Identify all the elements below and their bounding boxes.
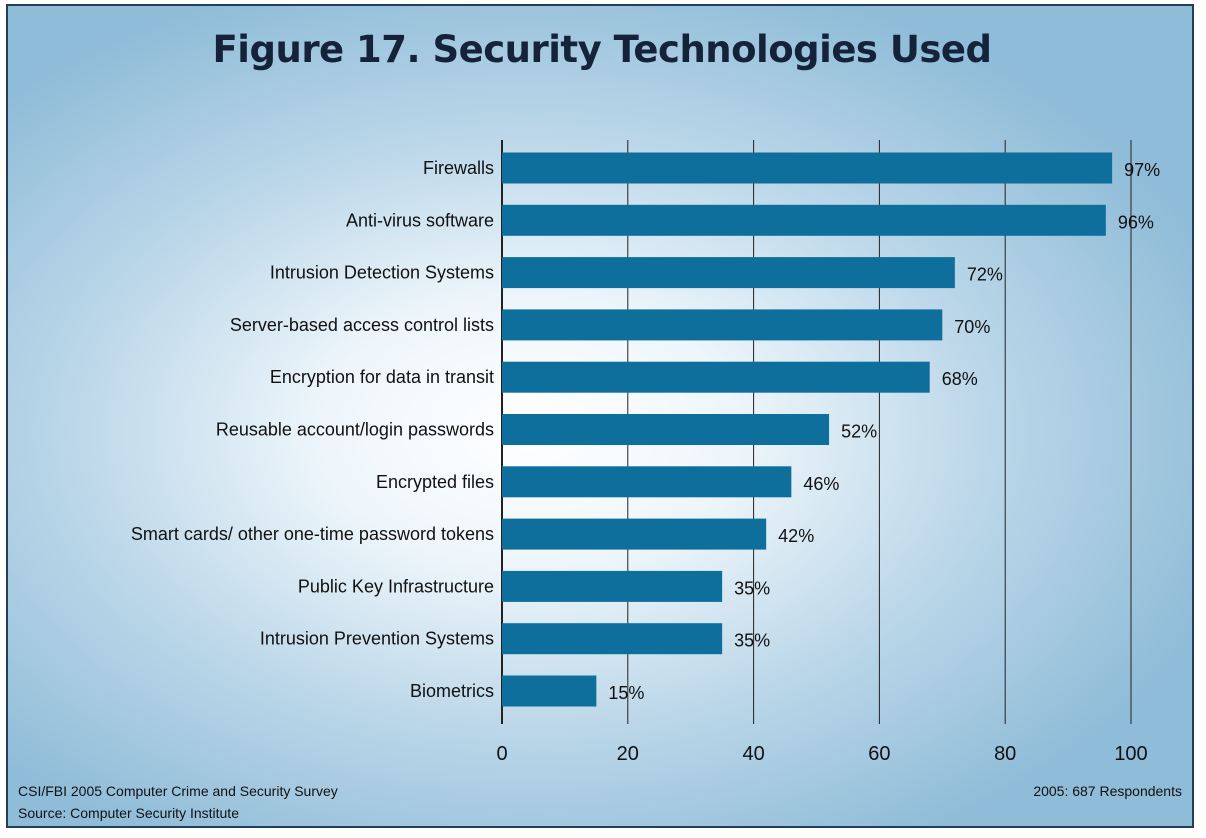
bars bbox=[502, 152, 1113, 707]
category-label: Encrypted files bbox=[376, 472, 494, 492]
bar bbox=[502, 257, 955, 289]
value-label: 97% bbox=[1124, 160, 1160, 180]
category-label: Anti-virus software bbox=[346, 210, 494, 230]
category-label: Public Key Infrastructure bbox=[298, 576, 494, 596]
bar bbox=[502, 152, 1113, 184]
value-label: 68% bbox=[942, 369, 978, 389]
value-label: 42% bbox=[778, 526, 814, 546]
bar bbox=[502, 623, 723, 655]
value-label: 46% bbox=[803, 474, 839, 494]
bar bbox=[502, 570, 723, 602]
category-label: Intrusion Prevention Systems bbox=[260, 629, 494, 649]
survey-caption: CSI/FBI 2005 Computer Crime and Security… bbox=[18, 783, 338, 799]
bar bbox=[502, 675, 597, 707]
category-label: Smart cards/ other one-time password tok… bbox=[131, 524, 494, 544]
category-label: Server-based access control lists bbox=[230, 315, 494, 335]
bar bbox=[502, 518, 767, 550]
source-caption: Source: Computer Security Institute bbox=[18, 805, 239, 821]
category-label: Firewalls bbox=[423, 158, 494, 178]
bar bbox=[502, 309, 943, 341]
value-label: 35% bbox=[734, 578, 770, 598]
respondents-caption: 2005: 687 Respondents bbox=[1033, 783, 1182, 799]
x-tick-label: 40 bbox=[742, 743, 764, 765]
x-tick-label: 80 bbox=[994, 743, 1016, 765]
chart-title: Figure 17. Security Technologies Used bbox=[212, 28, 992, 71]
chart-frame: Figure 17. Security Technologies Used 0 2… bbox=[6, 4, 1194, 828]
category-label: Intrusion Detection Systems bbox=[270, 263, 494, 283]
labels: 0 20 40 60 80 100 Firewalls 97% Anti-virus softw… bbox=[131, 158, 1160, 765]
category-label: Reusable account/login passwords bbox=[216, 420, 494, 440]
bar-chart: 0 20 40 60 80 100 Firewalls 97% Anti-virus softw… bbox=[131, 140, 1160, 765]
value-label: 70% bbox=[954, 317, 990, 337]
bar bbox=[502, 361, 930, 393]
category-label: Biometrics bbox=[410, 681, 494, 701]
bar bbox=[502, 466, 792, 498]
x-tick-label: 60 bbox=[868, 743, 890, 765]
value-label: 15% bbox=[608, 683, 644, 703]
value-label: 96% bbox=[1118, 212, 1154, 232]
value-label: 52% bbox=[841, 422, 877, 442]
category-label: Encryption for data in transit bbox=[270, 367, 494, 387]
value-label: 35% bbox=[734, 631, 770, 651]
x-tick-label: 0 bbox=[496, 743, 507, 765]
x-tick-label: 20 bbox=[617, 743, 639, 765]
bar bbox=[502, 414, 830, 445]
x-tick-label: 100 bbox=[1114, 743, 1147, 765]
bar bbox=[502, 204, 1106, 236]
value-label: 72% bbox=[967, 265, 1003, 285]
